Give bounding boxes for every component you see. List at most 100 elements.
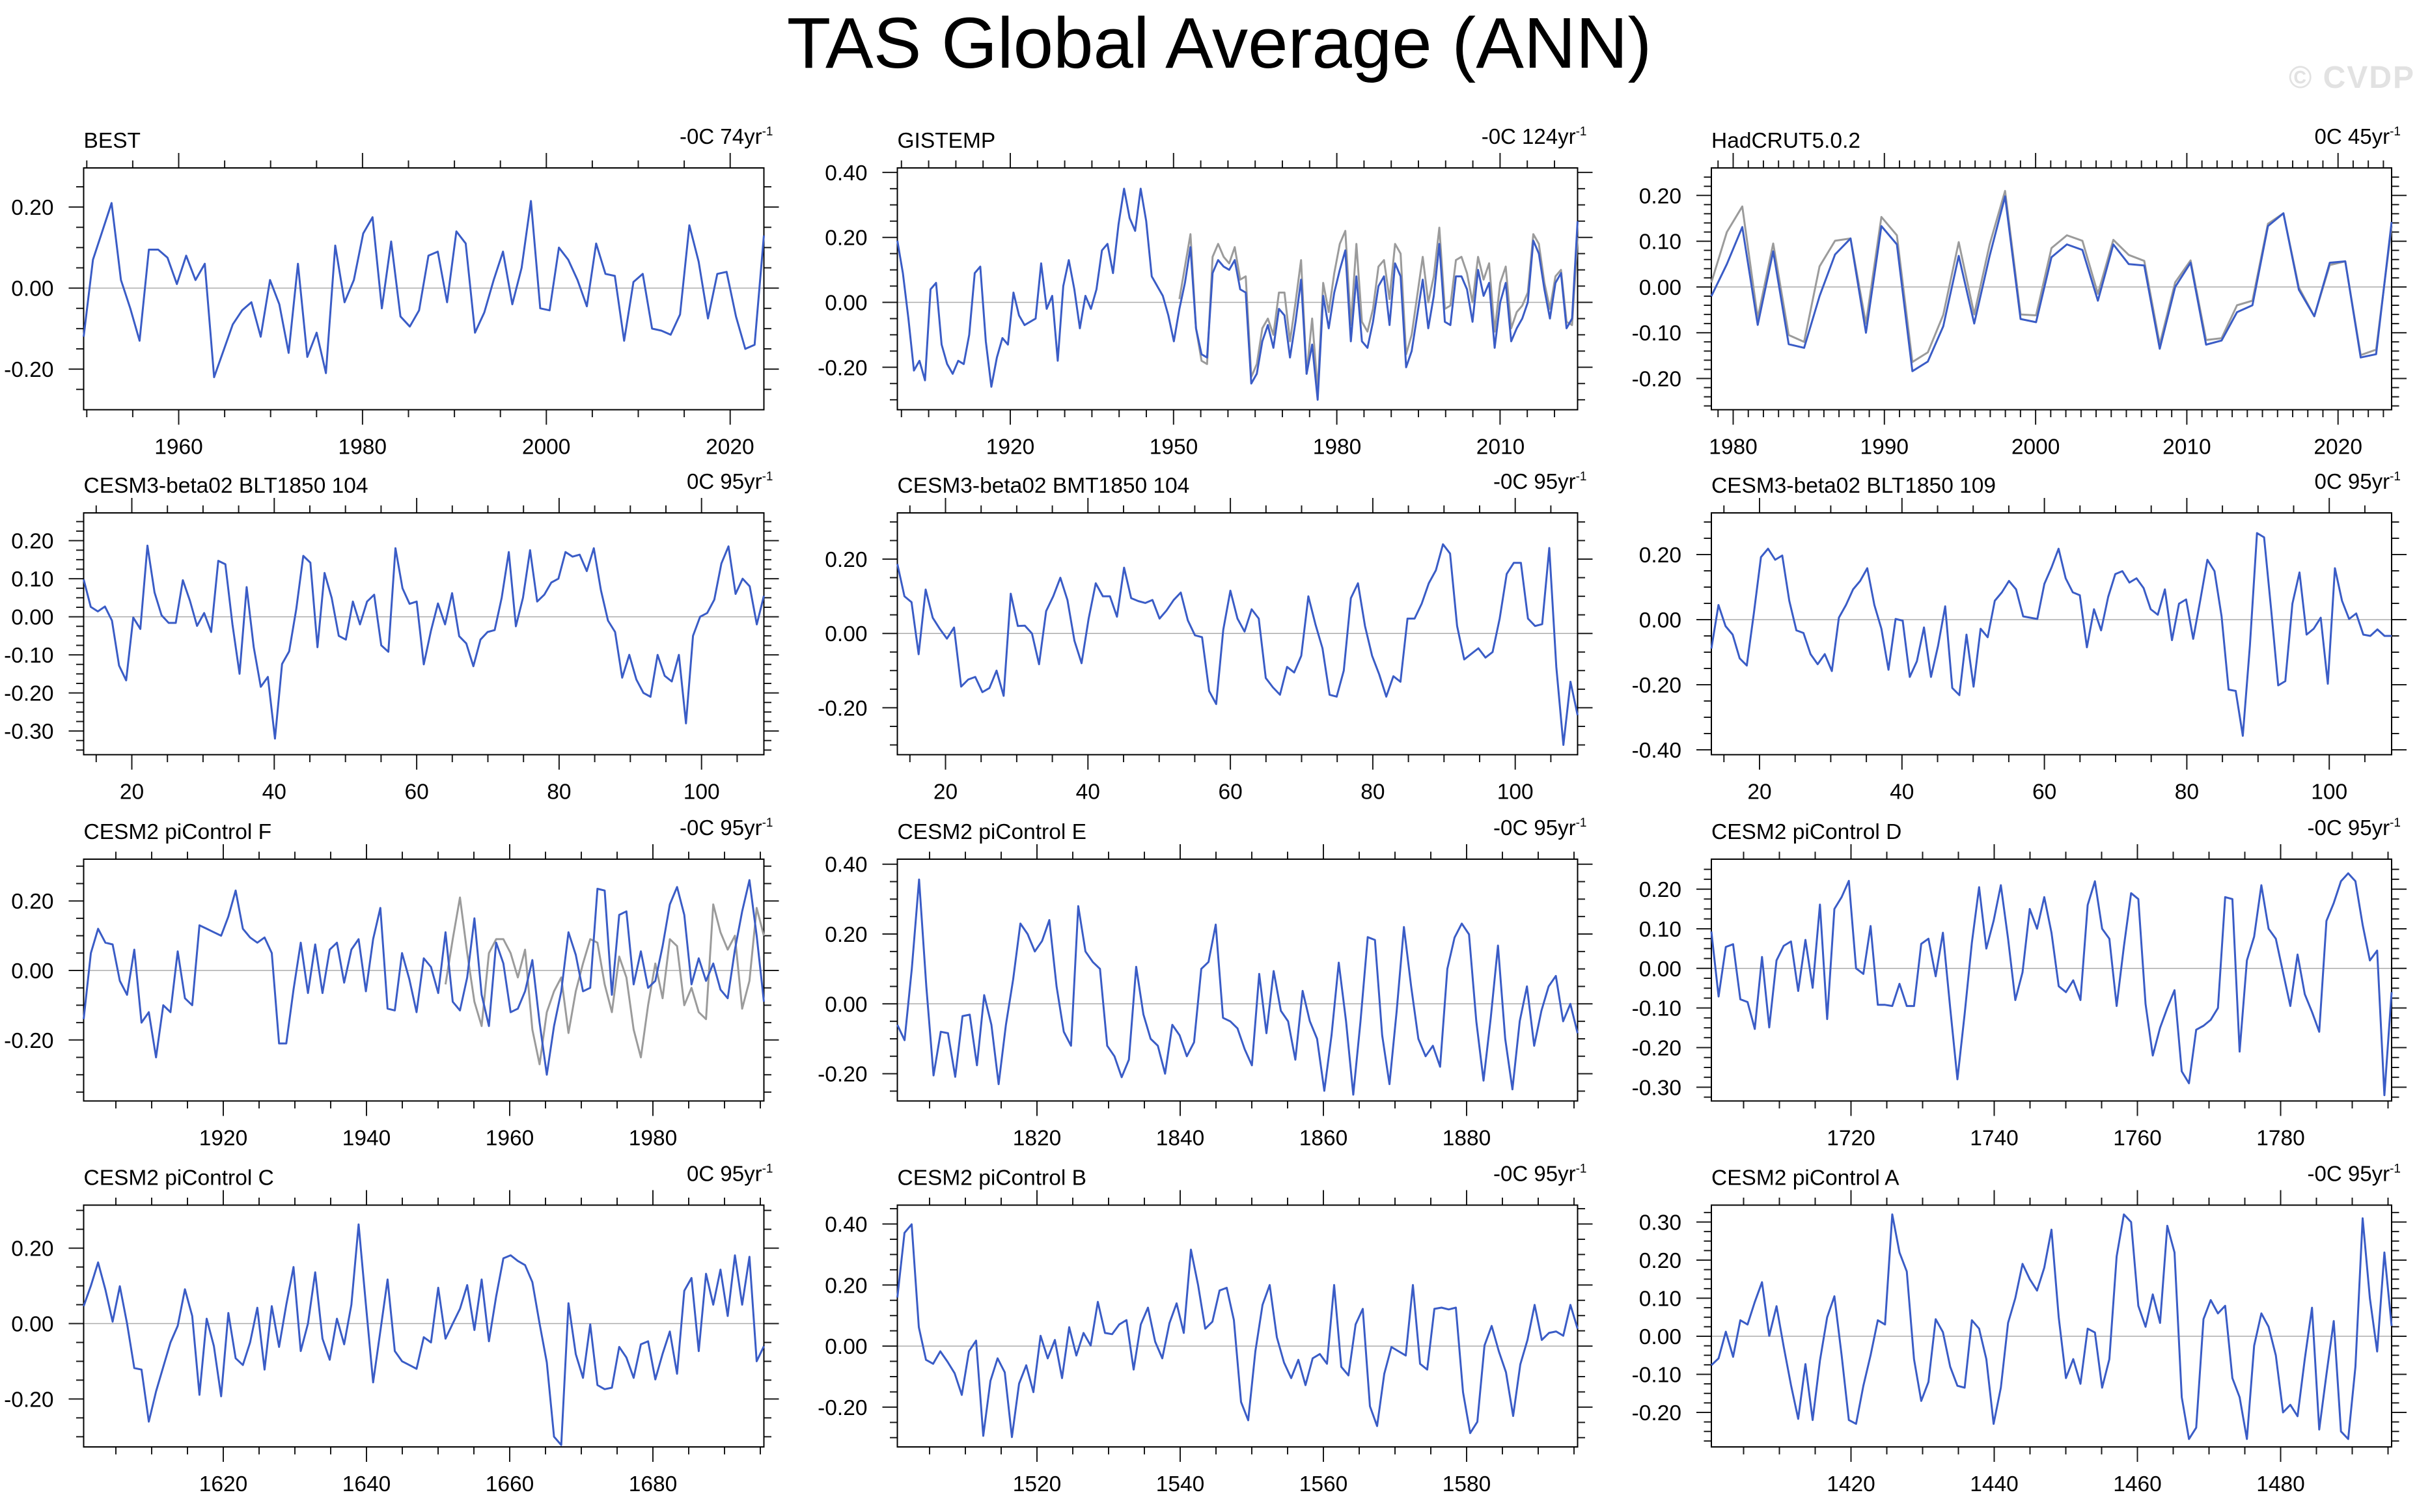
svg-text:0.10: 0.10 [1639, 918, 1681, 942]
svg-text:CESM3-beta02 BLT1850 109: CESM3-beta02 BLT1850 109 [1711, 474, 1996, 498]
svg-text:60: 60 [1218, 780, 1242, 804]
svg-text:1480: 1480 [2256, 1472, 2305, 1496]
svg-text:0.20: 0.20 [825, 227, 867, 251]
svg-text:100: 100 [2311, 780, 2347, 804]
svg-text:-0.20: -0.20 [818, 696, 867, 721]
svg-text:CESM2 piControl F: CESM2 piControl F [84, 820, 272, 844]
svg-text:CESM2 piControl E: CESM2 piControl E [898, 820, 1086, 844]
svg-text:80: 80 [547, 780, 571, 804]
svg-text:-0.10: -0.10 [1632, 997, 1681, 1021]
svg-text:1440: 1440 [1970, 1472, 2019, 1496]
svg-text:0.30: 0.30 [1639, 1211, 1681, 1235]
svg-text:1680: 1680 [629, 1472, 678, 1496]
svg-text:-0.20: -0.20 [4, 1029, 53, 1053]
svg-text:2020: 2020 [706, 435, 754, 460]
svg-text:CESM2 piControl B: CESM2 piControl B [898, 1166, 1086, 1190]
svg-text:-0.20: -0.20 [1632, 674, 1681, 698]
svg-text:0.00: 0.00 [11, 606, 53, 630]
svg-text:-0.20: -0.20 [818, 356, 867, 380]
svg-text:0.20: 0.20 [1639, 543, 1681, 568]
svg-text:0.00: 0.00 [1639, 1325, 1681, 1349]
svg-text:-0.20: -0.20 [818, 1396, 867, 1420]
svg-text:0.00: 0.00 [825, 1335, 867, 1359]
svg-text:0.20: 0.20 [1639, 1249, 1681, 1273]
svg-text:-0C 95yr-1: -0C 95yr-1 [1493, 1162, 1586, 1186]
svg-text:1820: 1820 [1013, 1127, 1062, 1151]
svg-text:CESM3-beta02 BMT1850 104: CESM3-beta02 BMT1850 104 [898, 474, 1190, 498]
svg-text:BEST: BEST [84, 129, 141, 153]
svg-text:1980: 1980 [338, 435, 387, 460]
svg-text:0.00: 0.00 [11, 1313, 53, 1337]
svg-text:0C 95yr-1: 0C 95yr-1 [2315, 469, 2401, 493]
svg-text:0.00: 0.00 [1639, 609, 1681, 633]
svg-text:2000: 2000 [2011, 435, 2060, 460]
svg-text:-0.10: -0.10 [4, 644, 53, 668]
svg-text:CESM2 piControl A: CESM2 piControl A [1711, 1166, 1899, 1190]
svg-text:20: 20 [933, 780, 958, 804]
svg-text:2020: 2020 [2313, 435, 2362, 460]
svg-text:1560: 1560 [1299, 1472, 1348, 1496]
svg-text:TAS Global Average (ANN): TAS Global Average (ANN) [787, 3, 1652, 83]
svg-text:0.00: 0.00 [1639, 276, 1681, 300]
svg-text:1840: 1840 [1156, 1127, 1205, 1151]
svg-text:1760: 1760 [2113, 1127, 2162, 1151]
svg-text:0.20: 0.20 [825, 1274, 867, 1298]
svg-text:1460: 1460 [2113, 1472, 2162, 1496]
svg-text:80: 80 [1360, 780, 1385, 804]
svg-text:2010: 2010 [2162, 435, 2211, 460]
svg-text:0C 45yr-1: 0C 45yr-1 [2315, 124, 2401, 148]
svg-text:1780: 1780 [2256, 1127, 2305, 1151]
svg-text:1940: 1940 [342, 1127, 391, 1151]
svg-text:0.20: 0.20 [11, 890, 53, 914]
svg-text:60: 60 [404, 780, 428, 804]
svg-text:0.40: 0.40 [825, 853, 867, 877]
svg-text:20: 20 [1747, 780, 1771, 804]
svg-text:1580: 1580 [1443, 1472, 1491, 1496]
svg-text:40: 40 [1076, 780, 1100, 804]
svg-text:CESM2 piControl D: CESM2 piControl D [1711, 820, 1901, 844]
svg-text:0.20: 0.20 [11, 196, 53, 220]
svg-text:80: 80 [2175, 780, 2199, 804]
svg-text:0.20: 0.20 [1639, 184, 1681, 208]
svg-text:GISTEMP: GISTEMP [898, 129, 996, 153]
svg-text:0.00: 0.00 [11, 959, 53, 983]
svg-text:-0.10: -0.10 [1632, 322, 1681, 346]
svg-text:1980: 1980 [1313, 435, 1362, 460]
svg-text:-0C 74yr-1: -0C 74yr-1 [680, 124, 773, 148]
svg-text:1950: 1950 [1150, 435, 1198, 460]
svg-text:0.10: 0.10 [11, 568, 53, 592]
svg-text:-0.20: -0.20 [818, 1063, 867, 1087]
svg-text:1990: 1990 [1860, 435, 1909, 460]
svg-text:-0.20: -0.20 [1632, 1401, 1681, 1425]
svg-text:-0.20: -0.20 [4, 682, 53, 706]
svg-text:0.40: 0.40 [825, 161, 867, 186]
svg-text:0.20: 0.20 [1639, 878, 1681, 902]
svg-text:1920: 1920 [986, 435, 1035, 460]
svg-text:1720: 1720 [1827, 1127, 1875, 1151]
svg-text:-0.10: -0.10 [1632, 1364, 1681, 1388]
svg-text:-0C 95yr-1: -0C 95yr-1 [680, 816, 773, 840]
svg-text:-0C 95yr-1: -0C 95yr-1 [1493, 469, 1586, 493]
svg-text:0.20: 0.20 [11, 1237, 53, 1261]
svg-text:0.00: 0.00 [825, 993, 867, 1017]
svg-text:-0.40: -0.40 [1632, 739, 1681, 763]
svg-text:0C 95yr-1: 0C 95yr-1 [687, 1162, 773, 1186]
svg-text:-0.30: -0.30 [1632, 1076, 1681, 1100]
svg-text:HadCRUT5.0.2: HadCRUT5.0.2 [1711, 129, 1860, 153]
svg-text:-0.20: -0.20 [1632, 368, 1681, 392]
svg-text:1660: 1660 [486, 1472, 534, 1496]
svg-text:0.10: 0.10 [1639, 230, 1681, 254]
svg-text:40: 40 [262, 780, 286, 804]
svg-text:1620: 1620 [199, 1472, 248, 1496]
svg-text:1420: 1420 [1827, 1472, 1875, 1496]
svg-text:1520: 1520 [1013, 1472, 1062, 1496]
svg-text:1540: 1540 [1156, 1472, 1205, 1496]
svg-text:-0C 95yr-1: -0C 95yr-1 [1493, 816, 1586, 840]
svg-text:1960: 1960 [486, 1127, 534, 1151]
svg-text:-0.20: -0.20 [4, 1388, 53, 1412]
svg-text:0.00: 0.00 [11, 277, 53, 301]
svg-text:CESM2 piControl C: CESM2 piControl C [84, 1166, 274, 1190]
svg-text:-0C 95yr-1: -0C 95yr-1 [2308, 1162, 2401, 1186]
svg-text:1960: 1960 [154, 435, 203, 460]
svg-text:40: 40 [1890, 780, 1914, 804]
